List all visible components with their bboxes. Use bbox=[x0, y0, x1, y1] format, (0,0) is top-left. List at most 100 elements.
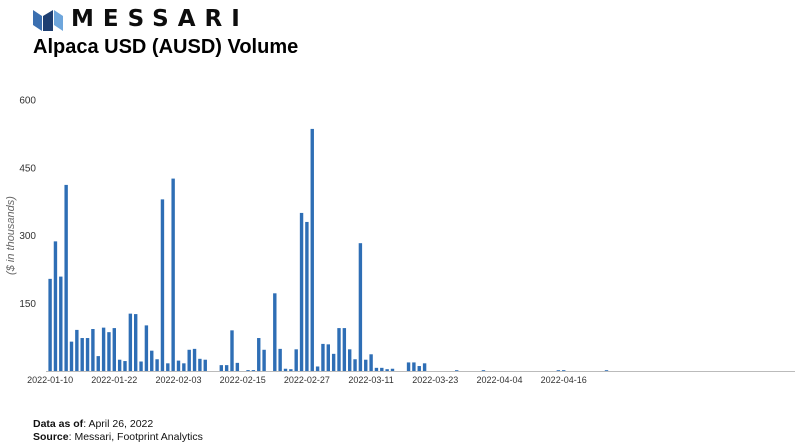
bar bbox=[390, 368, 395, 371]
bar bbox=[369, 354, 373, 371]
bar bbox=[348, 349, 352, 371]
x-tick-label: 2022-02-27 bbox=[284, 375, 330, 385]
y-axis-label: ($ in thousands) bbox=[5, 196, 17, 275]
y-tick-label: 300 bbox=[19, 231, 36, 242]
y-tick-label: 600 bbox=[19, 96, 36, 107]
y-axis-ticks: 600 450 300 150 bbox=[19, 96, 36, 310]
bar bbox=[101, 327, 106, 371]
bar bbox=[171, 178, 175, 371]
bar bbox=[182, 363, 186, 371]
x-tick-label: 2022-01-22 bbox=[91, 375, 137, 385]
bar bbox=[75, 329, 79, 371]
bar bbox=[64, 184, 68, 371]
bar bbox=[321, 343, 325, 371]
bar bbox=[117, 359, 122, 371]
bar bbox=[176, 360, 181, 371]
bar bbox=[59, 276, 63, 371]
data-as-of-value: : April 26, 2022 bbox=[83, 418, 154, 430]
bar bbox=[364, 359, 368, 371]
bar bbox=[230, 330, 234, 371]
bar bbox=[406, 362, 411, 371]
bar bbox=[192, 348, 197, 371]
brand-wordmark: MESSARI bbox=[71, 6, 249, 32]
bar bbox=[251, 370, 256, 371]
bar bbox=[481, 370, 486, 371]
bar bbox=[91, 329, 95, 371]
bar bbox=[556, 370, 561, 371]
bar bbox=[374, 367, 379, 371]
bar bbox=[85, 338, 90, 371]
bar bbox=[283, 368, 288, 371]
bar bbox=[112, 328, 116, 371]
bar bbox=[305, 221, 309, 371]
bar bbox=[326, 344, 330, 371]
bar bbox=[331, 353, 336, 371]
bar bbox=[412, 362, 416, 371]
x-tick-label: 2022-04-04 bbox=[476, 375, 522, 385]
source-line: Source: Messari, Footprint Analytics bbox=[33, 431, 203, 444]
bar bbox=[48, 278, 52, 371]
bar bbox=[257, 338, 261, 371]
bar bbox=[155, 359, 159, 371]
bar bbox=[294, 349, 298, 371]
bar bbox=[422, 363, 427, 371]
bar bbox=[69, 341, 74, 371]
bar bbox=[144, 325, 149, 371]
chart-footer: Data as of: April 26, 2022 Source: Messa… bbox=[33, 418, 203, 444]
logo-center-shape bbox=[43, 10, 53, 31]
bar bbox=[198, 358, 202, 371]
bar bbox=[139, 361, 143, 371]
bar bbox=[289, 369, 293, 371]
bar bbox=[562, 370, 566, 371]
data-as-of-line: Data as of: April 26, 2022 bbox=[33, 418, 203, 431]
bar bbox=[246, 370, 250, 371]
bar bbox=[96, 356, 100, 371]
bar bbox=[166, 363, 170, 371]
y-tick-label: 150 bbox=[19, 299, 36, 310]
bar bbox=[123, 361, 127, 371]
x-tick-label: 2022-04-16 bbox=[541, 375, 587, 385]
bar bbox=[455, 370, 459, 371]
bar bbox=[299, 212, 304, 371]
bars-group bbox=[48, 128, 609, 371]
bar bbox=[315, 366, 320, 371]
bar bbox=[262, 349, 266, 371]
x-tick-label: 2022-02-15 bbox=[220, 375, 266, 385]
bar bbox=[235, 362, 240, 371]
bar bbox=[80, 338, 84, 371]
bar bbox=[380, 367, 384, 371]
bar bbox=[160, 199, 165, 371]
bar bbox=[219, 365, 223, 371]
logo-right-shape bbox=[54, 10, 63, 31]
bar bbox=[107, 332, 111, 371]
chart-title: Alpaca USD (AUSD) Volume bbox=[33, 36, 299, 58]
bar bbox=[278, 348, 282, 371]
messari-logo-icon bbox=[33, 10, 63, 31]
source-value: : Messari, Footprint Analytics bbox=[68, 431, 203, 443]
bar bbox=[310, 128, 314, 371]
bar bbox=[358, 243, 363, 371]
bar bbox=[337, 328, 341, 371]
y-tick-label: 450 bbox=[19, 163, 36, 174]
bar bbox=[273, 293, 277, 371]
source-label: Source bbox=[33, 431, 69, 443]
bar bbox=[150, 350, 154, 371]
x-tick-label: 2022-02-03 bbox=[155, 375, 201, 385]
logo-left-shape bbox=[33, 10, 42, 31]
x-tick-label: 2022-03-11 bbox=[348, 375, 393, 385]
bar bbox=[342, 328, 347, 371]
bar bbox=[134, 314, 138, 371]
bar bbox=[53, 241, 58, 371]
bar bbox=[417, 366, 421, 371]
bar bbox=[203, 359, 207, 371]
x-tick-label: 2022-03-23 bbox=[412, 375, 458, 385]
data-as-of-label: Data as of bbox=[33, 418, 84, 430]
bar bbox=[353, 359, 357, 371]
bar bbox=[385, 369, 389, 371]
bar bbox=[604, 370, 609, 371]
brand-header: MESSARI bbox=[33, 6, 249, 32]
x-axis-ticks: 2022-01-10 2022-01-22 2022-02-03 2022-02-15… bbox=[27, 375, 587, 385]
bar bbox=[187, 349, 191, 371]
x-tick-label: 2022-01-10 bbox=[27, 375, 73, 385]
